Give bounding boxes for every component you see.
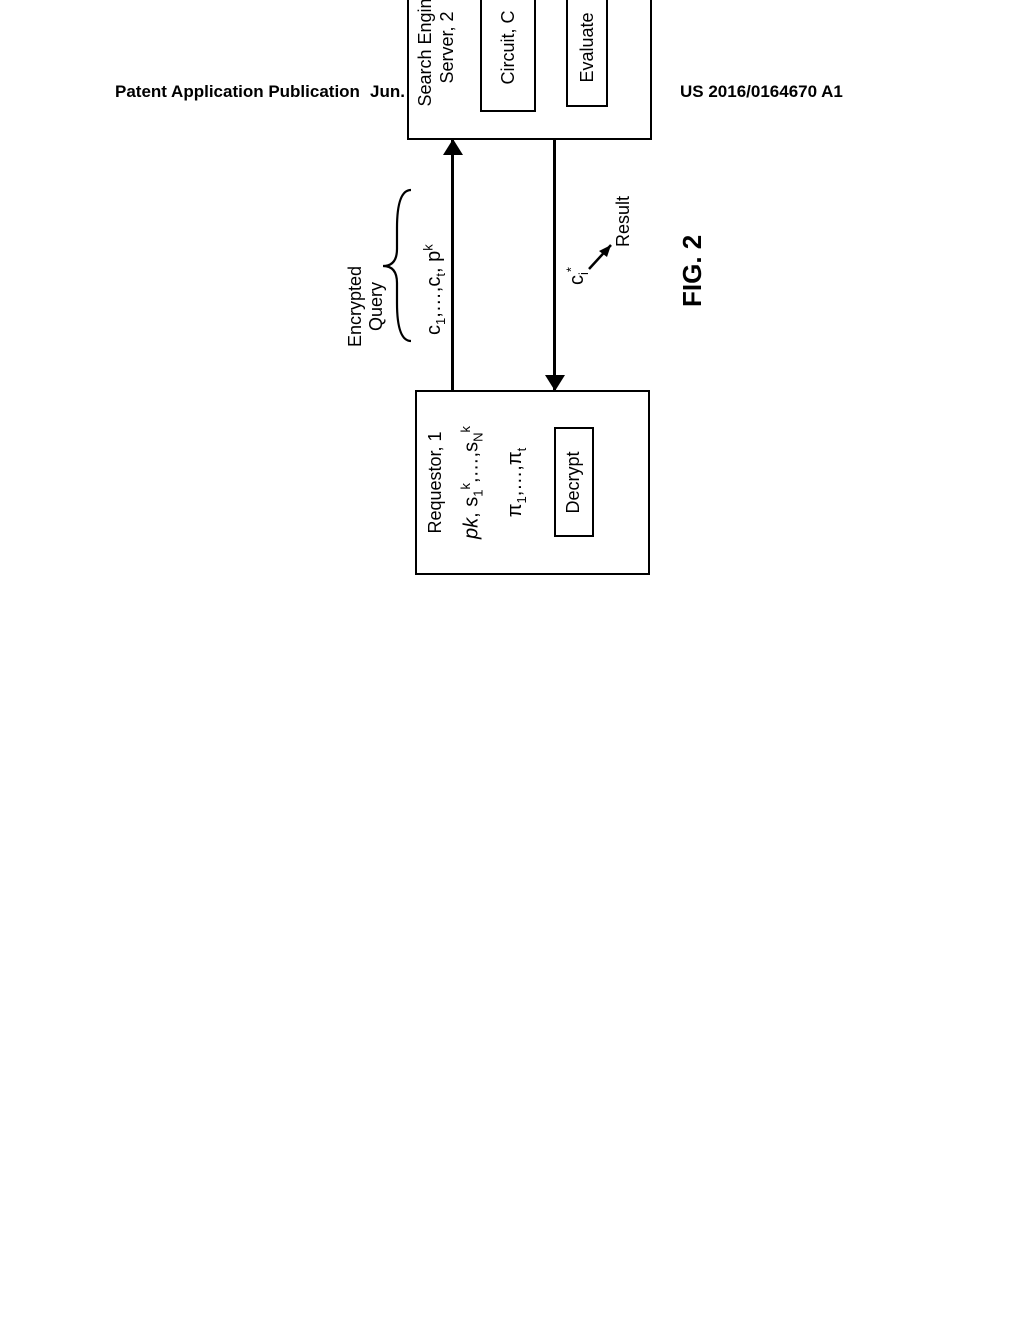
arrow-query xyxy=(443,140,463,390)
arrowhead-right-icon xyxy=(443,139,463,155)
result-label: Result xyxy=(613,196,634,247)
server-box: Search Engine Server, 2 Circuit, C Evalu… xyxy=(407,0,652,140)
diagram-wrapper: Encrypted Query c1,…,ct, pk ci* xyxy=(315,0,715,575)
circuit-box: Circuit, C xyxy=(480,0,536,113)
circuit-label: Circuit, C xyxy=(498,11,519,85)
decrypt-label: Decrypt xyxy=(563,452,584,514)
requestor-box: Requestor, 1 pk, s1k,…,sNk π1,…,πt Decry… xyxy=(415,390,650,575)
evaluate-label: Evaluate xyxy=(577,12,598,82)
arrow-result xyxy=(545,140,565,390)
arrowhead-left-icon xyxy=(545,375,565,391)
figure-label: FIG. 2 xyxy=(677,235,708,307)
arrow-query-line xyxy=(451,140,454,390)
evaluate-box: Evaluate xyxy=(566,0,608,108)
requestor-title: Requestor, 1 xyxy=(425,392,446,573)
diagram: Encrypted Query c1,…,ct, pk ci* xyxy=(315,0,715,575)
requestor-keys: pk, s1k,…,sNk xyxy=(458,392,486,573)
arrow-result-line xyxy=(553,140,556,390)
brace-icon xyxy=(375,188,413,343)
cipher-list-text: c1,…,ct, pk xyxy=(423,244,445,335)
decrypt-box: Decrypt xyxy=(554,428,594,538)
page-root: Patent Application Publication Jun. 9, 2… xyxy=(0,0,1024,1320)
server-title: Search Engine Server, 2 xyxy=(415,0,458,138)
requestor-pi: π1,…,πt xyxy=(504,392,529,573)
